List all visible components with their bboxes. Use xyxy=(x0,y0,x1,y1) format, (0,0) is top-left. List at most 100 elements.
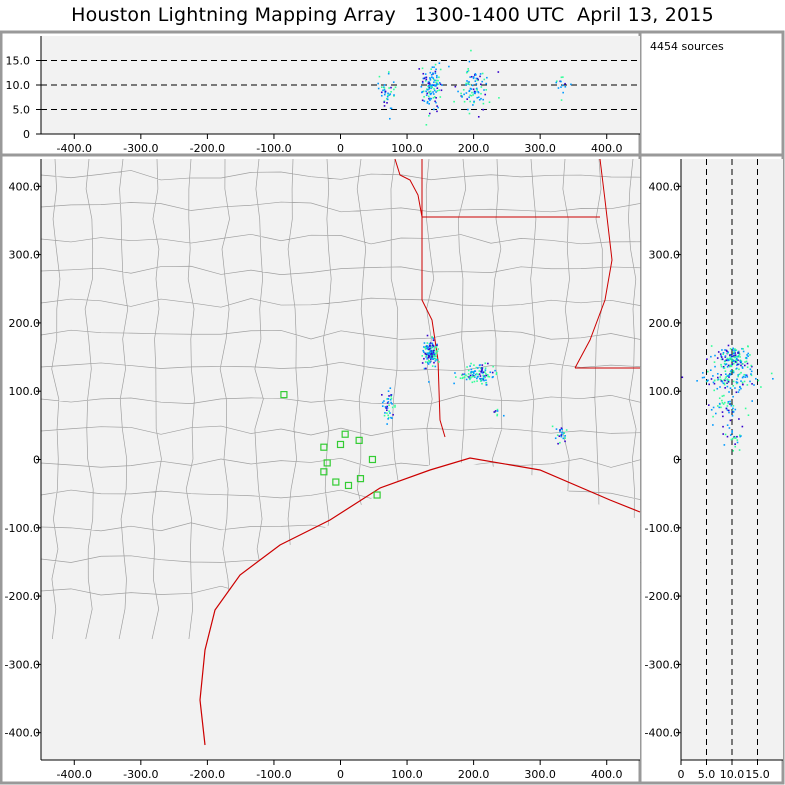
top-panel-layer: 0 5.0 10.0 15.0 -400.0 -300.0 -200.0 -100.0 0 100… xyxy=(6,36,640,155)
source-point xyxy=(726,357,729,360)
source-point xyxy=(560,99,563,101)
source-point xyxy=(470,371,473,374)
source-point xyxy=(469,365,471,367)
top-plot-area xyxy=(41,36,640,134)
source-point xyxy=(466,80,468,82)
source-point xyxy=(730,359,733,362)
source-point xyxy=(760,386,762,388)
source-point xyxy=(720,406,722,409)
source-point xyxy=(481,382,483,385)
y-tick-label: 10.0 xyxy=(6,79,31,92)
source-point xyxy=(467,83,469,85)
source-point xyxy=(468,96,470,99)
source-point xyxy=(461,95,463,97)
y-tick-label: 0 xyxy=(23,128,30,141)
source-point xyxy=(479,73,482,75)
source-point xyxy=(728,375,730,377)
source-point xyxy=(747,355,749,357)
source-point xyxy=(425,367,427,370)
source-point xyxy=(737,363,739,366)
source-point xyxy=(381,394,383,396)
source-point xyxy=(426,352,429,354)
source-point xyxy=(734,356,737,358)
source-point xyxy=(735,391,738,394)
source-point xyxy=(432,84,435,87)
source-point xyxy=(384,91,387,94)
source-point xyxy=(480,83,482,86)
x-tick-label: 300.0 xyxy=(524,768,556,781)
source-point xyxy=(474,91,477,93)
source-point xyxy=(726,381,729,384)
source-point xyxy=(561,431,563,434)
source-point xyxy=(426,102,429,104)
source-point xyxy=(475,372,478,375)
source-point xyxy=(388,94,391,96)
source-point xyxy=(434,70,437,73)
source-point xyxy=(734,348,736,350)
source-point xyxy=(560,80,562,83)
source-point xyxy=(474,370,477,372)
source-point xyxy=(388,117,391,120)
source-point xyxy=(734,408,737,411)
source-point xyxy=(386,405,389,408)
source-point xyxy=(731,437,734,440)
source-point xyxy=(745,374,747,376)
source-point xyxy=(724,356,727,358)
x-tick-label: 200.0 xyxy=(458,142,490,155)
source-point xyxy=(434,63,437,66)
source-point xyxy=(430,84,432,87)
source-point xyxy=(725,363,728,365)
source-point xyxy=(430,92,433,95)
source-point xyxy=(733,362,735,365)
source-point xyxy=(730,369,733,372)
source-point xyxy=(430,352,433,355)
source-point xyxy=(485,372,487,375)
source-point xyxy=(485,379,487,381)
source-point xyxy=(437,106,439,109)
source-point xyxy=(429,97,431,100)
source-point xyxy=(482,377,485,380)
source-point xyxy=(423,351,425,354)
source-point xyxy=(377,87,380,90)
source-point xyxy=(747,414,750,417)
source-point xyxy=(740,364,742,367)
source-point xyxy=(462,376,464,379)
source-point xyxy=(389,387,392,390)
source-point xyxy=(471,91,473,94)
source-point xyxy=(732,349,734,351)
source-point xyxy=(724,349,726,351)
source-point xyxy=(714,354,716,357)
source-point xyxy=(384,90,387,93)
source-point xyxy=(722,415,724,418)
source-point xyxy=(471,381,474,384)
source-point xyxy=(555,428,558,430)
source-point xyxy=(434,358,437,361)
source-point xyxy=(482,374,484,377)
source-point xyxy=(383,105,386,107)
source-point xyxy=(730,365,732,368)
source-point xyxy=(427,88,429,91)
source-point xyxy=(725,349,728,352)
source-point xyxy=(423,77,426,80)
source-point xyxy=(560,427,563,429)
source-point xyxy=(737,391,740,393)
source-point xyxy=(739,360,741,362)
source-point xyxy=(423,95,425,98)
source-point xyxy=(424,80,427,82)
source-point xyxy=(432,91,434,93)
source-point xyxy=(433,88,435,90)
source-point xyxy=(436,76,438,79)
source-point xyxy=(733,356,736,359)
source-point xyxy=(736,381,739,384)
source-point xyxy=(436,110,438,113)
source-point xyxy=(731,410,734,413)
x-tick-label: -300.0 xyxy=(123,768,158,781)
source-point xyxy=(425,78,428,81)
source-point xyxy=(564,440,566,443)
source-point xyxy=(437,83,439,86)
source-point xyxy=(726,378,729,381)
source-point xyxy=(718,406,721,409)
y-tick-label: 15.0 xyxy=(6,55,31,68)
source-point xyxy=(718,402,721,405)
source-point xyxy=(720,358,723,361)
